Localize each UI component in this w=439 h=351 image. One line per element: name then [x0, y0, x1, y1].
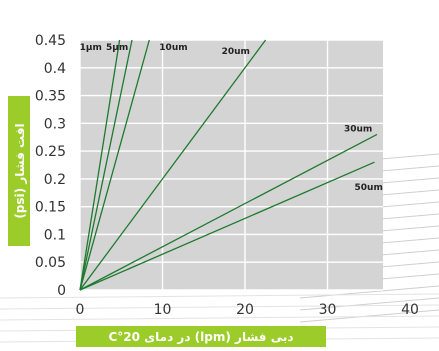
y-tick-label: 0.05: [35, 255, 66, 271]
x-tick-label: 30: [319, 302, 337, 318]
background-stripe: [0, 304, 439, 310]
plot-area: [80, 40, 383, 290]
y-axis-label-background: [8, 96, 30, 246]
background-stripe: [299, 309, 439, 323]
series-line: [79, 39, 133, 291]
x-tick-labels: 0 10 20 30 40: [76, 302, 419, 318]
y-tick-label: 0.45: [35, 33, 66, 49]
x-tick-label: 0: [76, 302, 85, 318]
series-labels: 1µm 5µm 10um 20um 30um 50um: [80, 43, 383, 193]
x-tick-label: 20: [236, 302, 254, 318]
series-line: [79, 39, 150, 291]
series-line: [79, 133, 378, 291]
series-line: [79, 161, 375, 291]
background-stripe: [299, 285, 439, 299]
series-label: 50um: [355, 183, 383, 193]
series-line: [79, 39, 121, 291]
y-tick-label: 0.15: [35, 200, 66, 216]
series-line: [79, 39, 267, 291]
y-tick-label: 0.2: [44, 172, 66, 188]
y-axis-label: افت فشار (psi): [13, 123, 27, 218]
background-stripe: [0, 293, 439, 299]
y-tick-label: 0.4: [44, 61, 66, 77]
y-tick-label: 0.25: [35, 144, 66, 160]
y-tick-label: 0.35: [35, 89, 66, 105]
background-stripe: [0, 315, 439, 321]
background-stripe: [299, 297, 439, 311]
x-tick-label: 40: [401, 302, 419, 318]
series-lines: [79, 39, 378, 291]
series-label: 20um: [222, 47, 250, 57]
series-label: 1µm: [80, 43, 102, 53]
y-tick-label: 0: [57, 283, 66, 299]
y-tick-label: 0.1: [44, 227, 66, 243]
x-tick-label: 10: [154, 302, 172, 318]
series-label: 30um: [344, 124, 372, 134]
x-axis-label: دبی فشار (lpm) در دمای 20°C: [108, 330, 293, 344]
y-tick-label: 0.3: [44, 116, 66, 132]
grid-lines: [79, 39, 383, 291]
series-label: 5µm: [106, 43, 128, 53]
x-axis-label-background: [76, 326, 326, 347]
y-tick-labels: 0 0.05 0.1 0.15 0.2 0.25 0.3 0.35 0.4 0.45: [35, 33, 66, 299]
series-label: 10um: [159, 43, 187, 53]
